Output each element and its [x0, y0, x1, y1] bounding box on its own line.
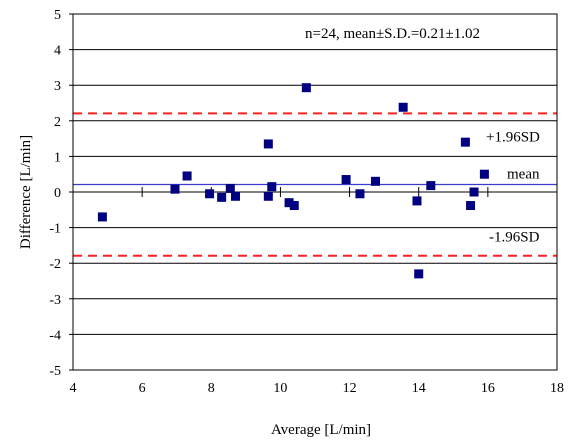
data-point-6 — [225, 183, 235, 193]
upper-limit-label: +1.96SD — [486, 129, 540, 145]
y-tick-label--1: -1 — [49, 222, 61, 237]
x-tick-label-6: 6 — [139, 381, 146, 396]
data-point-22 — [466, 201, 476, 211]
data-point-3 — [182, 171, 192, 181]
data-point-16 — [371, 176, 380, 186]
data-point-20 — [426, 181, 436, 191]
mean-label: mean — [507, 167, 540, 183]
x-tick-label-4: 4 — [70, 381, 77, 396]
reference-lines — [73, 112, 557, 257]
x-tick-label-8: 8 — [208, 381, 215, 396]
y-tick-label-4: 4 — [54, 44, 61, 59]
data-point-11 — [284, 198, 294, 208]
y-tick-label--2: -2 — [49, 257, 61, 272]
y-tick-label-2: 2 — [54, 115, 61, 130]
y-tick-label--4: -4 — [49, 328, 61, 343]
x-tick-label-10: 10 — [273, 381, 287, 396]
grid-lines — [73, 13, 557, 371]
data-point-14 — [341, 175, 351, 185]
data-point-10 — [267, 182, 277, 192]
data-point-13 — [301, 83, 311, 93]
data-point-23 — [469, 187, 479, 197]
y-tick-label--5: -5 — [49, 364, 61, 379]
lower-limit-label: -1.96SD — [489, 230, 540, 246]
data-point-17 — [398, 102, 408, 112]
data-point-9 — [263, 191, 273, 201]
data-point-5 — [217, 192, 227, 202]
data-point-19 — [414, 269, 424, 279]
data-point-24 — [479, 169, 489, 179]
data-point-2 — [170, 184, 180, 194]
x-tick-label-16: 16 — [481, 381, 495, 396]
y-tick-label-1: 1 — [54, 150, 61, 165]
data-point-1 — [97, 212, 107, 222]
x-axis-title: Average [L/min] — [271, 422, 371, 438]
y-tick-label-3: 3 — [54, 79, 61, 94]
data-point-15 — [355, 189, 365, 199]
data-point-18 — [412, 196, 422, 206]
stats-annotation: n=24, mean±S.D.=0.21±1.02 — [305, 26, 480, 42]
x-tick-label-14: 14 — [412, 381, 426, 396]
data-point-12 — [289, 201, 299, 211]
data-point-8 — [263, 139, 273, 149]
x-tick-label-18: 18 — [550, 381, 564, 396]
y-tick-label--3: -3 — [49, 293, 61, 308]
data-point-7 — [230, 191, 240, 201]
data-point-21 — [460, 137, 470, 147]
data-points — [97, 83, 489, 279]
y-tick-label-5: 5 — [54, 8, 61, 23]
y-axis-title: Difference [L/min] — [18, 135, 34, 249]
annotations: mean +1.96SD -1.96SD — [486, 129, 540, 245]
y-tick-label-0: 0 — [54, 186, 61, 201]
x-tick-label-12: 12 — [343, 381, 357, 396]
data-point-4 — [205, 189, 215, 199]
